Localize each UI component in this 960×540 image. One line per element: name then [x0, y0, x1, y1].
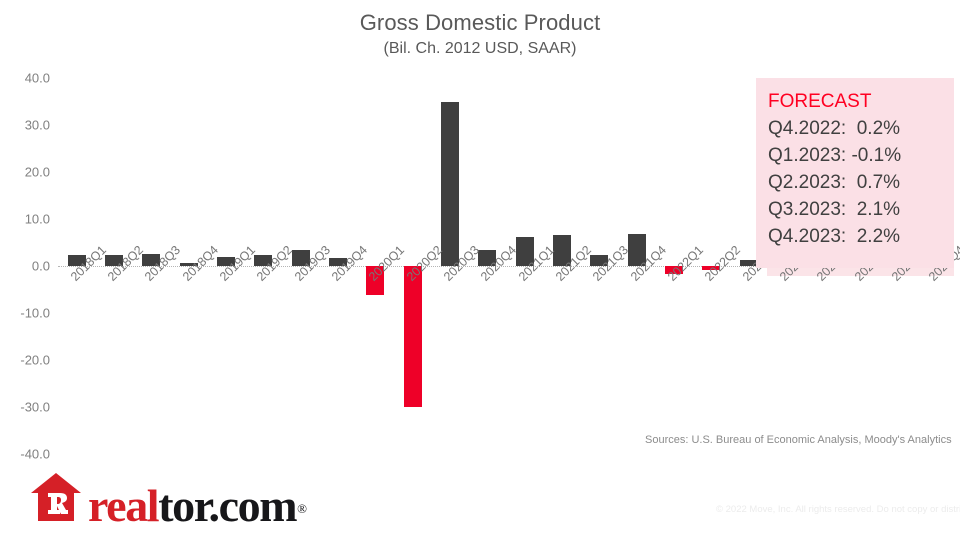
- x-tick-label: 2022Q1: [665, 242, 706, 284]
- forecast-rows: Q4.2022: 0.2% Q1.2023: -0.1% Q2.2023: 0.7%…: [768, 115, 954, 250]
- logo-word-black: tor.com: [158, 480, 297, 531]
- chart-title: Gross Domestic Product: [359, 10, 601, 35]
- registered-mark-icon: ®: [297, 501, 308, 516]
- realtor-logo: realtor.com ®: [30, 472, 308, 531]
- bar: [67, 254, 86, 266]
- bar: [515, 236, 534, 266]
- bar: [366, 266, 385, 296]
- y-tick-label: -10.0: [20, 305, 50, 321]
- bar: [403, 266, 422, 407]
- y-tick-label: -30.0: [20, 399, 50, 415]
- y-tick-label: -40.0: [20, 446, 50, 462]
- sources-note: Sources: U.S. Bureau of Economic Analysi…: [645, 434, 952, 446]
- bar: [478, 250, 497, 266]
- x-tick-label: 2020Q2: [403, 242, 445, 284]
- forecast-callout-box: FORECAST Q4.2022: 0.2% Q1.2023: -0.1% Q2.2…: [756, 78, 954, 268]
- bar: [105, 254, 123, 266]
- bar: [142, 253, 161, 266]
- logo-wordmark: realtor.com: [88, 480, 298, 531]
- forecast-row: Q1.2023: -0.1%: [768, 145, 902, 166]
- y-tick-label: -20.0: [20, 352, 50, 368]
- y-tick-label: 10.0: [24, 211, 50, 227]
- bar: [291, 250, 310, 266]
- forecast-row: Q3.2023: 2.1%: [768, 199, 901, 220]
- bar: [665, 266, 683, 274]
- x-tick-label: 2022Q2: [702, 242, 744, 284]
- house-r-icon: [30, 472, 82, 527]
- y-tick-label: 40.0: [24, 70, 50, 86]
- bar: [217, 257, 235, 266]
- forecast-row: Q2.2023: 0.7%: [768, 172, 901, 193]
- y-tick-label: 30.0: [24, 117, 50, 133]
- bar: [702, 266, 721, 271]
- bar: [627, 233, 646, 266]
- bar: [441, 101, 459, 266]
- bar: [254, 254, 273, 266]
- forecast-heading: FORECAST: [768, 91, 872, 112]
- y-tick-label: 0.0: [31, 258, 50, 274]
- chart-subtitle: (Bil. Ch. 2012 USD, SAAR): [383, 40, 577, 57]
- bar: [179, 263, 198, 266]
- bar: [590, 254, 609, 266]
- bar: [739, 259, 758, 266]
- copyright-note: © 2022 Move, Inc. All rights reserved. D…: [716, 504, 960, 515]
- bar: [329, 258, 347, 266]
- x-tick-label: 2020Q1: [366, 242, 408, 284]
- zero-baseline: [58, 266, 954, 267]
- forecast-row: Q4.2022: 0.2%: [768, 118, 901, 139]
- bar: [553, 234, 571, 266]
- logo-word-red: real: [88, 480, 160, 531]
- y-tick-label: 20.0: [24, 164, 50, 180]
- forecast-row: Q4.2023: 2.2%: [768, 226, 901, 247]
